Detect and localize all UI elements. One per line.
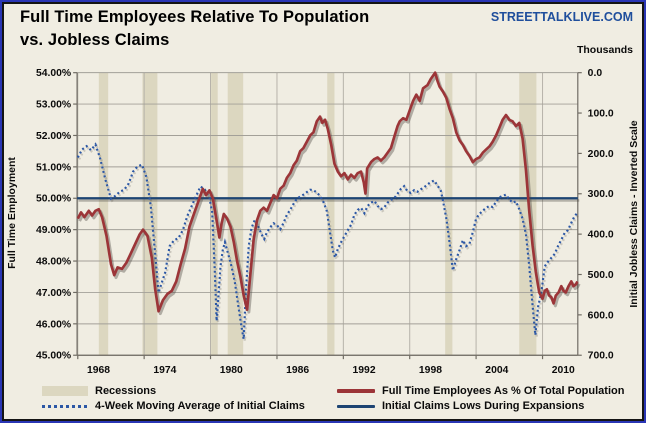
legend-item-ft-employees: Full Time Employees As % Of Total Popula… — [337, 385, 624, 397]
legend-item-recessions: Recessions — [42, 385, 156, 397]
x-axis-tick-label: 1992 — [353, 365, 376, 376]
x-axis-tick-label: 1980 — [220, 365, 243, 376]
x-axis-tick-label: 1968 — [87, 365, 110, 376]
blue-dotted-swatch — [42, 404, 88, 408]
recession-band — [327, 72, 335, 356]
right-axis-tick-label: 600.0 — [588, 310, 614, 321]
red-line-swatch — [337, 389, 375, 393]
legend-item-claims-lows: Initial Claims Lows During Expansions — [337, 400, 584, 412]
right-axis-units-label: Thousands — [576, 44, 633, 56]
recession-band — [445, 72, 453, 356]
x-axis-tick-label: 2010 — [552, 365, 575, 376]
plot-area: 1968 1974 1980 1986 1992 1998 2004 2010 54.00% 53… — [36, 68, 614, 376]
right-axis-tick-label: 300.0 — [588, 189, 614, 200]
recession-band-swatch — [42, 386, 88, 396]
right-axis-tick-label: 0.0 — [588, 68, 603, 79]
left-axis-tick-label: 52.00% — [36, 131, 71, 142]
recession-band — [98, 72, 109, 356]
x-axis-tick-label: 2004 — [485, 365, 508, 376]
legend-item-initial-claims: 4-Week Moving Average of Initial Claims — [42, 400, 305, 412]
ft-employees-series — [76, 71, 579, 313]
chart-title-line1: Full Time Employees Relative To Populati… — [20, 8, 370, 26]
left-axis-tick-label: 46.00% — [36, 319, 71, 330]
recession-band — [142, 72, 158, 356]
left-axis-tick-label: 51.00% — [36, 162, 71, 173]
legend-label-claims-lows: Initial Claims Lows During Expansions — [382, 400, 585, 412]
right-axis-title: Initial Jobless Claims - Inverted Scale — [628, 120, 640, 308]
left-axis-tick-label: 48.00% — [36, 257, 71, 268]
legend-label-ft-employees: Full Time Employees As % Of Total Popula… — [382, 385, 625, 397]
brand-link[interactable]: STREETTALKLIVE.COM — [490, 10, 633, 24]
left-axis-title: Full Time Employment — [6, 157, 18, 269]
right-axis-tick-label: 400.0 — [588, 230, 614, 241]
left-axis-tick-label: 54.00% — [36, 68, 71, 79]
recession-band — [227, 72, 244, 356]
x-axis-tick-label: 1986 — [286, 365, 309, 376]
legend-label-initial-claims: 4-Week Moving Average of Initial Claims — [95, 400, 305, 412]
left-axis-tick-label: 49.00% — [36, 225, 71, 236]
legend-label-recessions: Recessions — [95, 385, 157, 397]
left-axis-tick-label: 47.00% — [36, 288, 71, 299]
right-axis-tick-label: 200.0 — [588, 149, 614, 160]
navy-line-swatch — [337, 404, 375, 408]
left-axis-tick-label: 50.00% — [36, 194, 71, 205]
chart-title: Full Time Employees Relative To Populati… — [20, 6, 369, 52]
left-axis-tick-label: 53.00% — [36, 100, 71, 111]
chart-title-line2: vs. Jobless Claims — [20, 31, 170, 49]
right-axis-tick-label: 500.0 — [588, 270, 614, 281]
left-axis-tick-label: 45.00% — [36, 351, 71, 362]
x-axis-tick-label: 1974 — [153, 365, 176, 376]
right-axis-tick-label: 700.0 — [588, 351, 614, 362]
right-axis-tick-label: 100.0 — [588, 109, 614, 120]
x-axis-tick-label: 1998 — [419, 365, 442, 376]
